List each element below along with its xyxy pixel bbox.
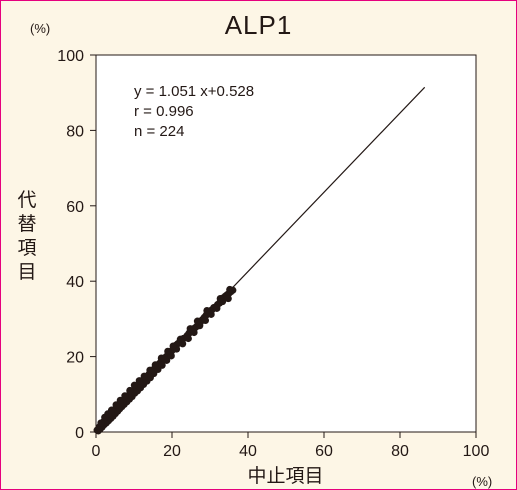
y-tick-label: 0 bbox=[75, 425, 84, 442]
data-point bbox=[116, 396, 124, 404]
y-tick-label: 100 bbox=[57, 48, 84, 65]
x-tick-label: 60 bbox=[315, 443, 333, 460]
x-tick-label: 20 bbox=[163, 443, 181, 460]
data-point bbox=[97, 419, 105, 427]
data-point bbox=[226, 285, 234, 294]
data-point bbox=[169, 342, 177, 350]
y-tick-label: 80 bbox=[66, 123, 84, 140]
data-point bbox=[203, 307, 211, 315]
data-point bbox=[184, 334, 192, 343]
data-point bbox=[126, 386, 134, 395]
x-tick-label: 0 bbox=[92, 443, 101, 460]
stat-annotation: r = 0.996 bbox=[134, 103, 194, 120]
data-point bbox=[135, 377, 143, 385]
x-axis-label: 中止項目 bbox=[247, 465, 324, 487]
data-point bbox=[224, 294, 232, 303]
data-point bbox=[201, 316, 210, 325]
y-tick-label: 20 bbox=[66, 350, 84, 367]
data-point bbox=[186, 325, 194, 333]
x-unit-label: (%) bbox=[472, 474, 493, 489]
data-point bbox=[107, 406, 116, 414]
data-point bbox=[121, 392, 129, 400]
y-axis-label: 代替項目 bbox=[17, 189, 37, 283]
data-point bbox=[164, 347, 172, 355]
stat-annotation: n = 224 bbox=[134, 123, 184, 140]
data-point bbox=[146, 366, 154, 374]
data-point bbox=[213, 304, 221, 312]
x-tick-label: 40 bbox=[239, 443, 257, 460]
data-point bbox=[158, 361, 166, 369]
data-point bbox=[151, 361, 159, 369]
chart-title: ALP1 bbox=[224, 10, 293, 40]
x-tick-label: 100 bbox=[463, 443, 490, 460]
data-point bbox=[112, 401, 120, 409]
stat-annotation: y = 1.051 x+0.528 bbox=[134, 83, 254, 100]
data-point bbox=[193, 317, 202, 325]
data-point bbox=[176, 335, 184, 343]
x-tick-label: 80 bbox=[391, 443, 409, 460]
data-point bbox=[157, 354, 165, 362]
y-unit-label: (%) bbox=[30, 21, 51, 36]
y-tick-label: 60 bbox=[66, 199, 84, 216]
data-point bbox=[216, 294, 224, 303]
data-point bbox=[140, 372, 148, 380]
data-point bbox=[130, 381, 138, 389]
y-tick-label: 40 bbox=[66, 274, 84, 291]
